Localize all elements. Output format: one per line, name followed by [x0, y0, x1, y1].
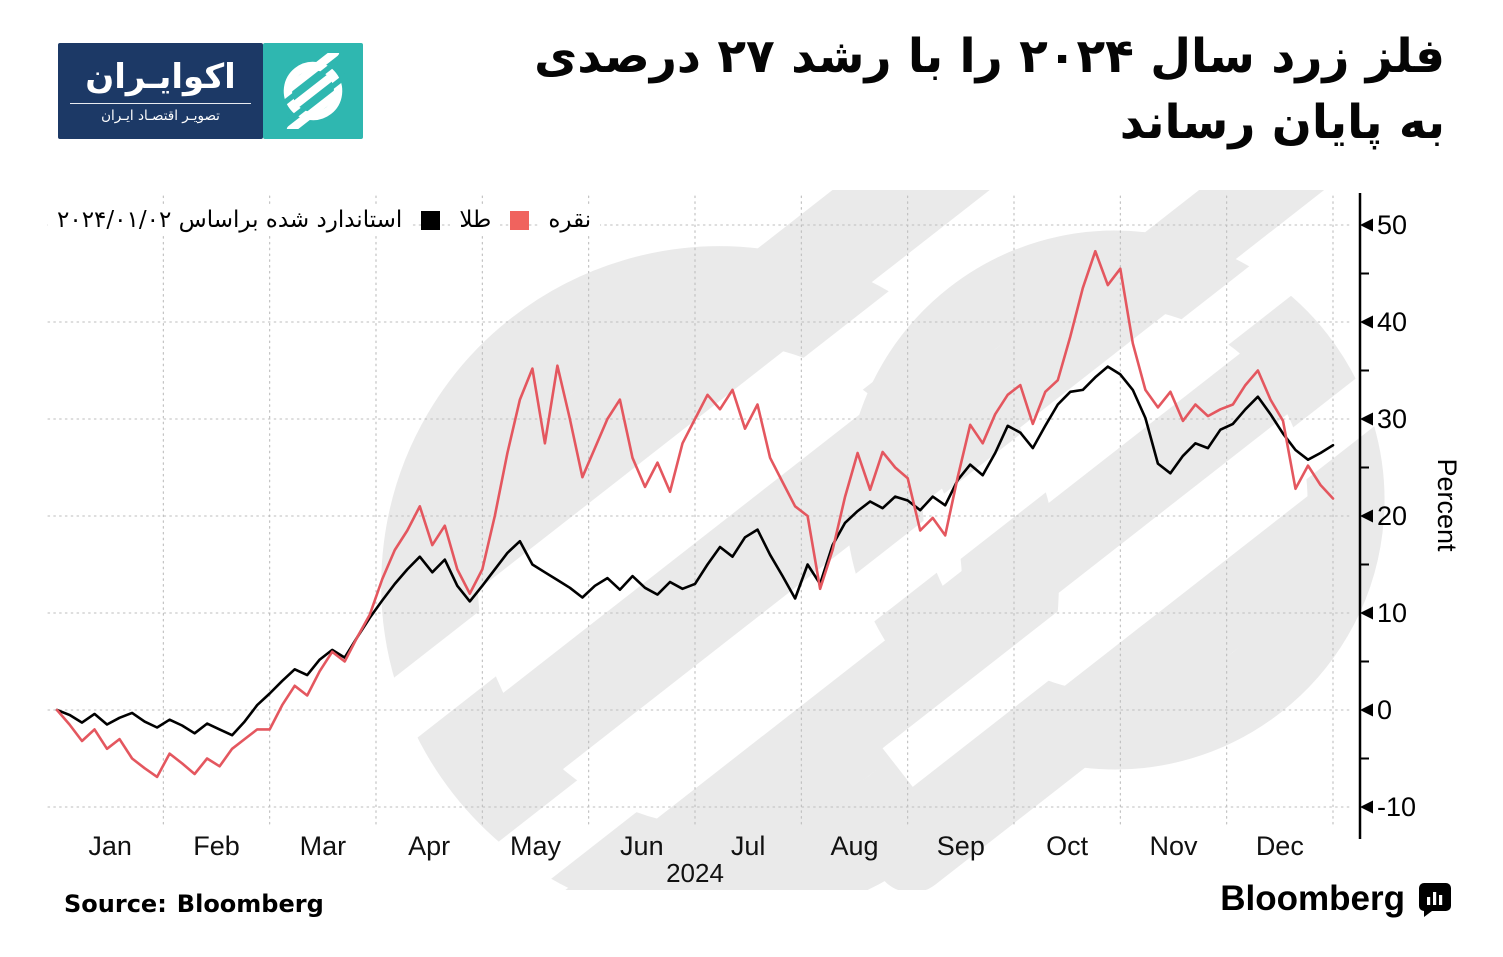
month-label: Apr: [408, 831, 450, 861]
series-line-silver: [55, 249, 1335, 779]
y-axis-title: Percent: [1432, 458, 1462, 552]
major-tick: [1360, 606, 1373, 620]
month-label: Jul: [731, 831, 766, 861]
bloomberg-terminal-icon: [1419, 883, 1451, 917]
y-tick-label: 40: [1377, 307, 1407, 337]
month-label: Oct: [1046, 831, 1089, 861]
x-axis-labels: Jan Feb Mar Apr May Jun Jul Aug Sep Oct Nov Dec 2024: [88, 831, 1303, 888]
y-tick-label: 30: [1377, 404, 1407, 434]
page-title-line1: فلز زرد سال ۲۰۲۴ را با رشد ۲۷ درصدی: [534, 29, 1445, 84]
series-lines: [55, 249, 1335, 779]
source-label: Source:: [64, 890, 167, 918]
ecoiran-wordmark-box: اکوایـران تصویـر اقتصـاد ایـران: [58, 43, 263, 139]
month-label: Jun: [620, 831, 664, 861]
month-label: Sep: [937, 831, 985, 861]
month-label: Jan: [88, 831, 132, 861]
legend-item-gold: طلا: [450, 204, 501, 236]
source-note: Source: Bloomberg: [64, 890, 324, 918]
y-tick-label: 0: [1377, 695, 1392, 725]
ecoiran-logo-mark-icon: [275, 53, 351, 129]
y-tick-label: 50: [1377, 210, 1407, 240]
month-label: Mar: [300, 831, 347, 861]
month-label: Aug: [830, 831, 878, 861]
legend-item-silver: نقره: [539, 204, 601, 236]
ecoiran-wordmark: اکوایـران: [85, 57, 236, 98]
source-value: Bloomberg: [176, 890, 324, 918]
bloomberg-wordmark: Bloomberg: [1220, 879, 1405, 918]
major-tick: [1360, 509, 1373, 523]
major-tick: [1360, 218, 1373, 232]
month-label: Dec: [1256, 831, 1304, 861]
bloomberg-brand: Bloomberg: [1220, 879, 1453, 919]
line-chart: Jan Feb Mar Apr May Jun Jul Aug Sep Oct Nov Dec 2024…: [47, 190, 1503, 890]
gold-swatch-icon: [421, 210, 441, 230]
page-title: فلز زرد سال ۲۰۲۴ را با رشد ۲۷ درصدی به پ…: [534, 24, 1445, 156]
ecoiran-logo: اکوایـران تصویـر اقتصـاد ایـران: [58, 43, 363, 139]
logo-divider: [70, 102, 251, 104]
y-tick-label: 20: [1377, 501, 1407, 531]
legend-note: استاندارد شده براساس ۲۰۲۴/۰۱/۰۲: [48, 204, 412, 236]
ecoiran-tagline: تصویـر اقتصـاد ایـران: [101, 107, 220, 124]
major-tick: [1360, 315, 1373, 329]
major-tick: [1360, 412, 1373, 426]
series-line-gold: [55, 365, 1335, 737]
month-label: Feb: [193, 831, 240, 861]
ecoiran-mark-box: [263, 43, 363, 139]
y-axis: 50 40 30 20 10 0 -10 Percent: [1358, 193, 1462, 839]
silver-swatch-icon: [510, 210, 530, 230]
y-tick-label: 10: [1377, 598, 1407, 628]
page-title-line2: به پایان رساند: [1119, 95, 1445, 150]
y-tick-label: -10: [1377, 792, 1416, 822]
major-tick: [1360, 703, 1373, 717]
month-label: Nov: [1149, 831, 1198, 861]
year-label: 2024: [666, 858, 724, 888]
month-label: May: [510, 831, 562, 861]
chart-legend: استاندارد شده براساس ۲۰۲۴/۰۱/۰۲ طلا نقره: [48, 204, 601, 236]
major-tick: [1360, 800, 1373, 814]
